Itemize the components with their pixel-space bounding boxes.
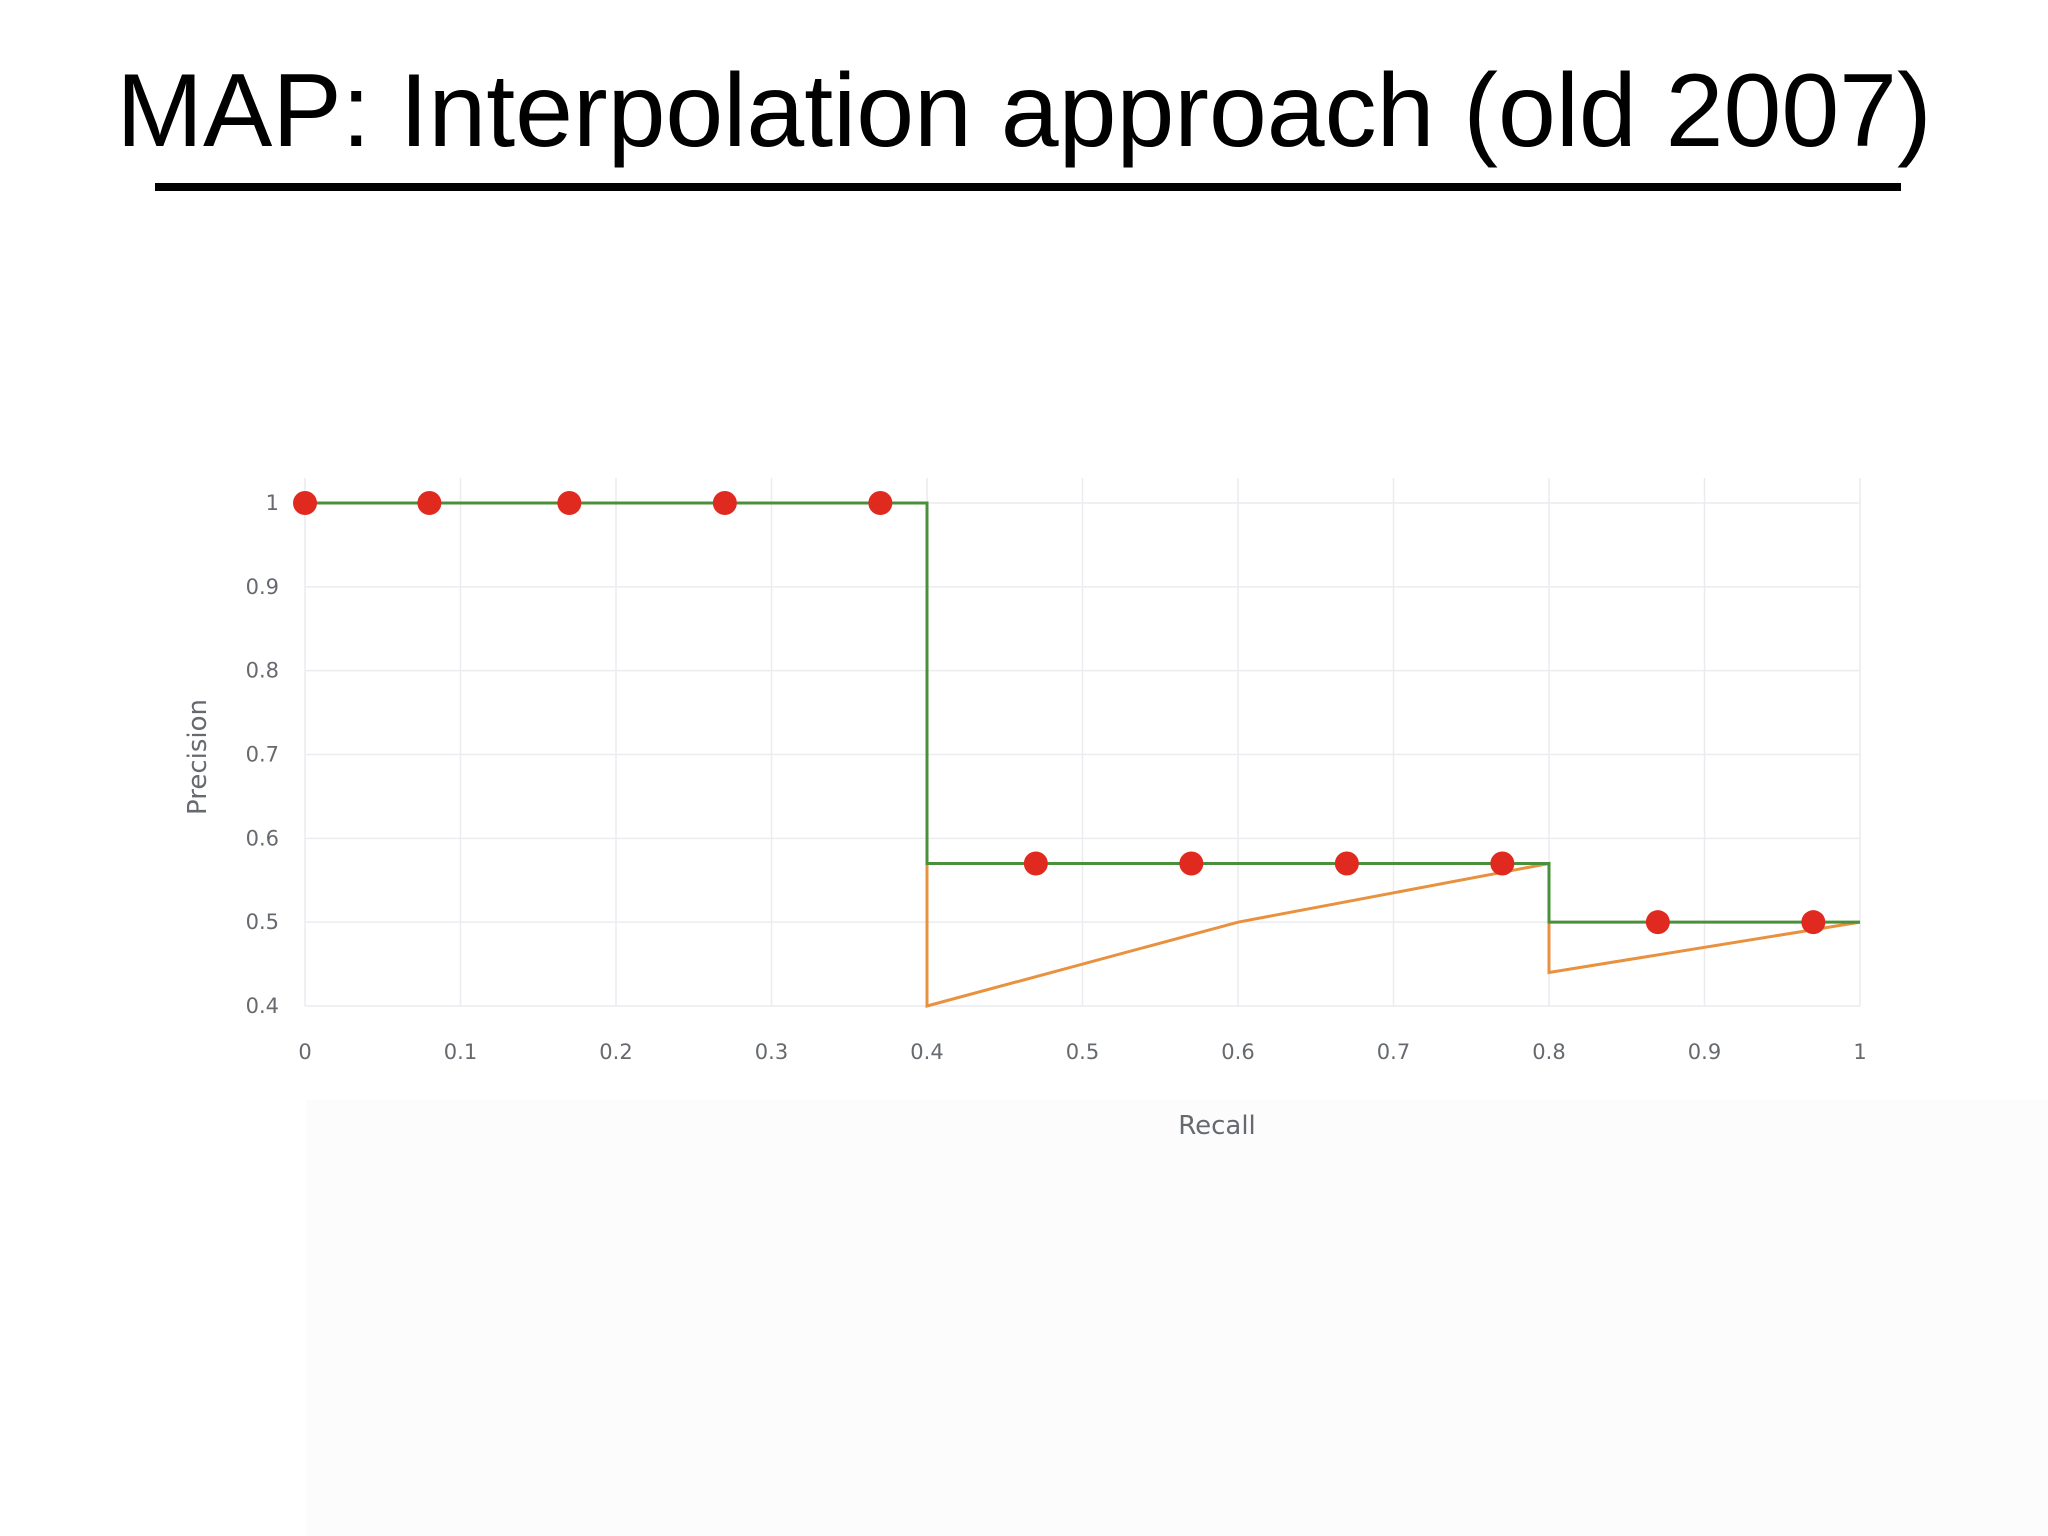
y-tick-label: 0.6 bbox=[246, 826, 279, 850]
x-tick-label: 0.9 bbox=[1688, 1040, 1721, 1064]
y-tick-label: 0.5 bbox=[246, 910, 279, 934]
data-point-marker bbox=[1334, 851, 1359, 876]
series bbox=[305, 501, 1861, 1008]
x-tick-label: 0.1 bbox=[444, 1040, 477, 1064]
data-point-marker bbox=[1023, 851, 1048, 876]
data-points bbox=[293, 491, 1826, 935]
data-point-marker bbox=[712, 491, 737, 515]
data-point-marker bbox=[1179, 851, 1204, 876]
data-point-marker bbox=[1801, 910, 1826, 935]
y-tick-label: 0.4 bbox=[246, 994, 279, 1018]
chart-background-panel bbox=[306, 1100, 2048, 1536]
title-underline bbox=[155, 183, 1901, 191]
y-tick-label: 0.8 bbox=[246, 659, 279, 683]
grid bbox=[304, 478, 1861, 1007]
data-point-marker bbox=[557, 491, 582, 515]
x-tick-label: 0.7 bbox=[1377, 1040, 1410, 1064]
y-tick-label: 0.7 bbox=[246, 743, 279, 767]
tick-labels: 0 0.1 0.2 0.3 0.4 0.5 0.6 0.7 0.8 0.9 1 0.4 0.5 0.6 0.… bbox=[246, 491, 1867, 1064]
x-tick-label: 0.8 bbox=[1532, 1040, 1565, 1064]
data-point-marker bbox=[1645, 910, 1670, 935]
x-tick-label: 0.6 bbox=[1221, 1040, 1254, 1064]
interpolated-precision-line bbox=[305, 501, 1860, 924]
y-tick-label: 1 bbox=[266, 491, 279, 515]
data-point-marker bbox=[868, 491, 893, 515]
x-tick-label: 1 bbox=[1853, 1040, 1866, 1064]
x-tick-label: 0.3 bbox=[755, 1040, 788, 1064]
x-tick-label: 0.4 bbox=[910, 1040, 943, 1064]
x-axis-label: Recall bbox=[1178, 1111, 1256, 1141]
x-tick-label: 0 bbox=[298, 1040, 311, 1064]
y-tick-label: 0.9 bbox=[246, 575, 279, 599]
data-point-marker bbox=[293, 491, 317, 515]
y-axis-label: Precision bbox=[183, 699, 213, 815]
precision-line bbox=[925, 503, 1861, 1008]
x-tick-label: 0.2 bbox=[599, 1040, 632, 1064]
x-tick-label: 0.5 bbox=[1066, 1040, 1099, 1064]
slide-title: MAP: Interpolation approach (old 2007) bbox=[116, 53, 1932, 169]
data-point-marker bbox=[417, 491, 442, 515]
data-point-marker bbox=[1490, 851, 1515, 876]
